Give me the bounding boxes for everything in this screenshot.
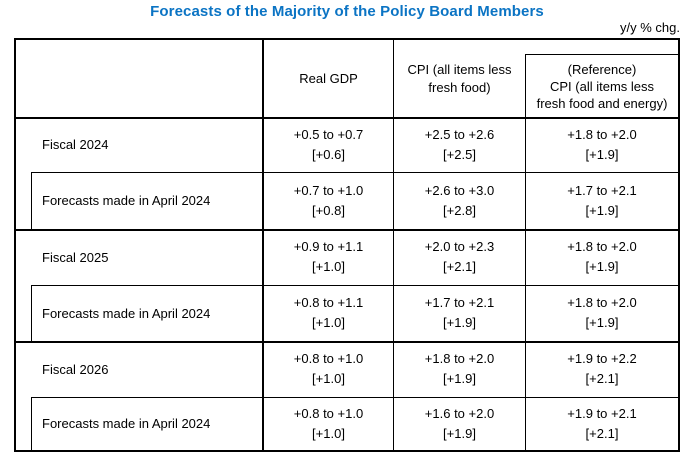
cell-cpi-fiscal-2025-april: +1.7 to +2.1 [+1.9] (394, 285, 525, 341)
forecast-range: +1.7 to +2.1 (424, 295, 495, 310)
forecast-range: +2.6 to +3.0 (424, 182, 495, 198)
forecast-range: +2.0 to +2.3 (424, 239, 495, 254)
label-fiscal-2026-april-forecast: Forecasts made in April 2024 (42, 416, 211, 431)
column-divider (262, 40, 264, 450)
subrow-indent-border (31, 397, 32, 450)
forecast-median: [+1.0] (312, 425, 345, 441)
forecast-range: +1.6 to +2.0 (424, 405, 495, 421)
cell-real-gdp-fiscal-2025: +0.9 to +1.1 [+1.0] (264, 229, 393, 285)
forecast-median: [+0.6] (312, 146, 345, 162)
forecast-median: [+1.0] (312, 371, 345, 386)
column-divider (393, 40, 394, 450)
cell-real-gdp-fiscal-2026: +0.8 to +1.0 [+1.0] (264, 341, 393, 397)
label-fiscal-2024-april-forecast: Forecasts made in April 2024 (42, 193, 211, 208)
cell-cpi-ref-fiscal-2024: +1.8 to +2.0 [+1.9] (526, 117, 678, 172)
forecast-table: Real GDP CPI (all items less fresh food)… (14, 38, 680, 452)
cell-cpi-fiscal-2024-april: +2.6 to +3.0 [+2.8] (394, 172, 525, 229)
label-fiscal-2025-april-forecast: Forecasts made in April 2024 (42, 305, 211, 321)
subrow-indent-border (31, 172, 32, 229)
label-fiscal-2025: Fiscal 2025 (42, 249, 109, 265)
forecast-range: +1.8 to +2.0 (567, 239, 637, 254)
forecast-median: [+1.9] (443, 371, 476, 386)
cell-real-gdp-fiscal-2024-april: +0.7 to +1.0 [+0.8] (264, 172, 393, 229)
forecast-median: [+1.9] (585, 259, 619, 274)
cell-cpi-fiscal-2025: +2.0 to +2.3 [+2.1] (394, 229, 525, 285)
forecast-median: [+0.8] (312, 202, 345, 218)
forecast-median: [+1.9] (443, 425, 476, 441)
forecast-median: [+2.8] (443, 202, 476, 218)
forecast-range: +1.9 to +2.2 (567, 351, 637, 366)
forecast-range: +0.9 to +1.1 (293, 239, 364, 254)
forecast-range: +0.8 to +1.0 (293, 351, 364, 366)
group-divider (16, 229, 678, 231)
subrow-indent-border (31, 285, 32, 341)
label-fiscal-2024: Fiscal 2024 (42, 137, 109, 152)
forecast-range: +1.8 to +2.0 (567, 295, 637, 310)
column-divider (525, 54, 526, 450)
header-cpi-reference: (Reference) CPI (all items less fresh fo… (526, 55, 678, 117)
row-divider (31, 285, 678, 286)
cell-real-gdp-fiscal-2025-april: +0.8 to +1.1 [+1.0] (264, 285, 393, 341)
forecast-median: [+2.5] (443, 146, 476, 162)
header-line: Real GDP (299, 70, 358, 86)
forecast-median: [+2.1] (585, 425, 619, 441)
forecast-median: [+1.9] (585, 202, 619, 218)
header-real-gdp: Real GDP (264, 40, 393, 117)
forecast-range: +0.7 to +1.0 (293, 182, 364, 198)
cell-cpi-ref-fiscal-2026-april: +1.9 to +2.1 [+2.1] (526, 397, 678, 450)
forecast-median: [+1.9] (585, 315, 619, 330)
cell-cpi-ref-fiscal-2025-april: +1.8 to +2.0 [+1.9] (526, 285, 678, 341)
cell-cpi-fiscal-2026-april: +1.6 to +2.0 [+1.9] (394, 397, 525, 450)
forecast-median: [+1.9] (443, 315, 476, 330)
cell-cpi-ref-fiscal-2025: +1.8 to +2.0 [+1.9] (526, 229, 678, 285)
cell-cpi-fiscal-2026: +1.8 to +2.0 [+1.9] (394, 341, 525, 397)
group-divider (16, 341, 678, 343)
forecast-range: +0.8 to +1.0 (293, 405, 364, 421)
cell-cpi-ref-fiscal-2026: +1.9 to +2.2 [+2.1] (526, 341, 678, 397)
forecast-range: +1.9 to +2.1 (567, 405, 637, 421)
header-line: (Reference) (567, 61, 637, 77)
cell-cpi-ref-fiscal-2024-april: +1.7 to +2.1 [+1.9] (526, 172, 678, 229)
header-line: CPI (all items less (549, 78, 655, 94)
header-bottom-border (16, 117, 678, 119)
forecast-range: +1.8 to +2.0 (424, 351, 495, 366)
forecast-range: +1.8 to +2.0 (567, 126, 637, 142)
forecast-range: +0.8 to +1.1 (293, 295, 364, 310)
forecast-median: [+1.0] (312, 259, 345, 274)
reference-box-top-border (525, 54, 678, 55)
forecast-range: +1.7 to +2.1 (567, 182, 637, 198)
forecast-median: [+1.0] (312, 315, 345, 330)
cell-cpi-fiscal-2024: +2.5 to +2.6 [+2.5] (394, 117, 525, 172)
label-fiscal-2026: Fiscal 2026 (42, 361, 109, 377)
cell-real-gdp-fiscal-2026-april: +0.8 to +1.0 [+1.0] (264, 397, 393, 450)
forecast-range: +2.5 to +2.6 (424, 126, 495, 142)
header-line: fresh food and energy) (536, 95, 668, 111)
unit-note: y/y % chg. (620, 20, 680, 35)
forecast-median: [+2.1] (443, 259, 476, 274)
header-line: CPI (all items less (407, 61, 512, 77)
header-cpi: CPI (all items less fresh food) (394, 40, 525, 117)
page-title: Forecasts of the Majority of the Policy … (150, 3, 544, 20)
row-divider (31, 172, 678, 173)
cell-real-gdp-fiscal-2024: +0.5 to +0.7 [+0.6] (264, 117, 393, 172)
forecast-median: [+1.9] (585, 146, 619, 162)
header-line: fresh food) (428, 79, 491, 95)
row-divider (31, 397, 678, 398)
forecast-median: [+2.1] (585, 371, 619, 386)
forecast-range: +0.5 to +0.7 (293, 126, 364, 142)
